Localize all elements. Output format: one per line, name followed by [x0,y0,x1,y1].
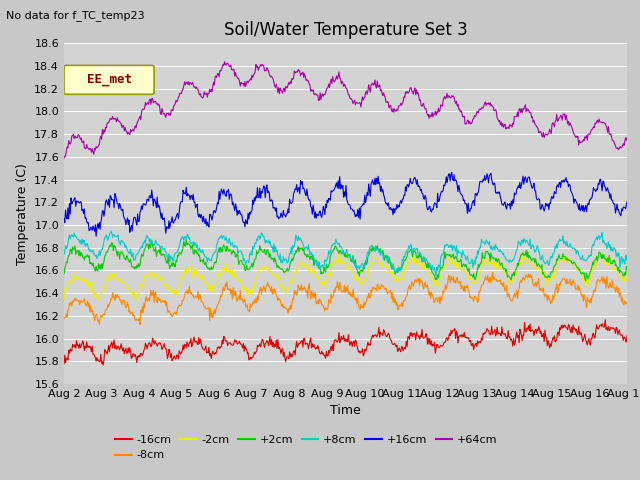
+8cm [107,228,115,234]
+8cm [623,252,631,258]
Line: -8cm: -8cm [64,272,627,324]
Y-axis label: Temperature (C): Temperature (C) [16,163,29,264]
+2cm [70,247,78,252]
-2cm [128,289,136,295]
+16cm [186,197,194,203]
+8cm [431,269,439,275]
-16cm [623,333,631,338]
-16cm [60,361,68,367]
+16cm [415,183,422,189]
-8cm [60,316,68,322]
-8cm [431,296,439,302]
+2cm [216,250,224,255]
Title: Soil/Water Temperature Set 3: Soil/Water Temperature Set 3 [224,21,467,39]
+16cm [60,216,68,222]
+2cm [431,276,439,282]
-2cm [132,298,140,304]
-16cm [99,362,107,368]
-2cm [596,250,604,255]
-16cm [129,351,137,357]
-16cm [415,334,422,339]
+64cm [60,155,68,161]
-8cm [488,269,496,275]
+64cm [431,108,439,114]
-16cm [70,344,78,350]
+16cm [129,220,137,226]
+64cm [623,135,631,141]
-8cm [136,322,144,327]
Line: +16cm: +16cm [64,172,627,236]
-16cm [216,346,224,351]
+64cm [215,74,223,80]
+16cm [623,199,631,204]
-2cm [216,271,224,276]
-8cm [70,297,78,302]
+64cm [70,136,78,142]
+8cm [60,252,68,257]
+2cm [60,271,68,276]
+64cm [128,127,136,133]
+2cm [186,242,194,248]
+8cm [216,234,224,240]
-2cm [70,275,78,280]
Line: -2cm: -2cm [64,252,627,301]
-8cm [128,309,136,315]
+64cm [221,59,228,65]
Legend: -16cm, -8cm, -2cm, +2cm, +8cm, +16cm, +64cm: -16cm, -8cm, -2cm, +2cm, +8cm, +16cm, +6… [111,431,502,465]
+8cm [129,250,137,256]
-8cm [216,298,224,303]
-8cm [186,290,194,296]
-8cm [623,300,631,305]
+8cm [70,230,78,236]
-2cm [623,271,631,276]
-16cm [602,317,609,323]
-2cm [60,285,68,290]
Line: +64cm: +64cm [64,62,627,158]
+16cm [431,200,439,206]
+8cm [432,274,440,279]
+64cm [415,94,422,100]
+16cm [216,196,224,202]
+16cm [70,196,78,202]
+2cm [582,277,589,283]
+64cm [186,82,193,88]
Text: No data for f_TC_temp23: No data for f_TC_temp23 [6,10,145,21]
Line: +2cm: +2cm [64,240,627,280]
Text: EE_met: EE_met [86,73,132,86]
X-axis label: Time: Time [330,405,361,418]
+2cm [415,255,422,261]
-2cm [431,282,439,288]
+2cm [623,264,631,270]
-16cm [431,350,439,356]
+8cm [186,239,194,245]
FancyBboxPatch shape [64,65,154,95]
+16cm [92,233,100,239]
Line: -16cm: -16cm [64,320,627,365]
-8cm [415,276,422,281]
-2cm [415,256,422,262]
-16cm [186,340,194,346]
Line: +8cm: +8cm [64,231,627,276]
+2cm [182,237,190,243]
-2cm [186,263,194,269]
+2cm [128,264,136,270]
+8cm [415,251,422,257]
+16cm [448,169,456,175]
